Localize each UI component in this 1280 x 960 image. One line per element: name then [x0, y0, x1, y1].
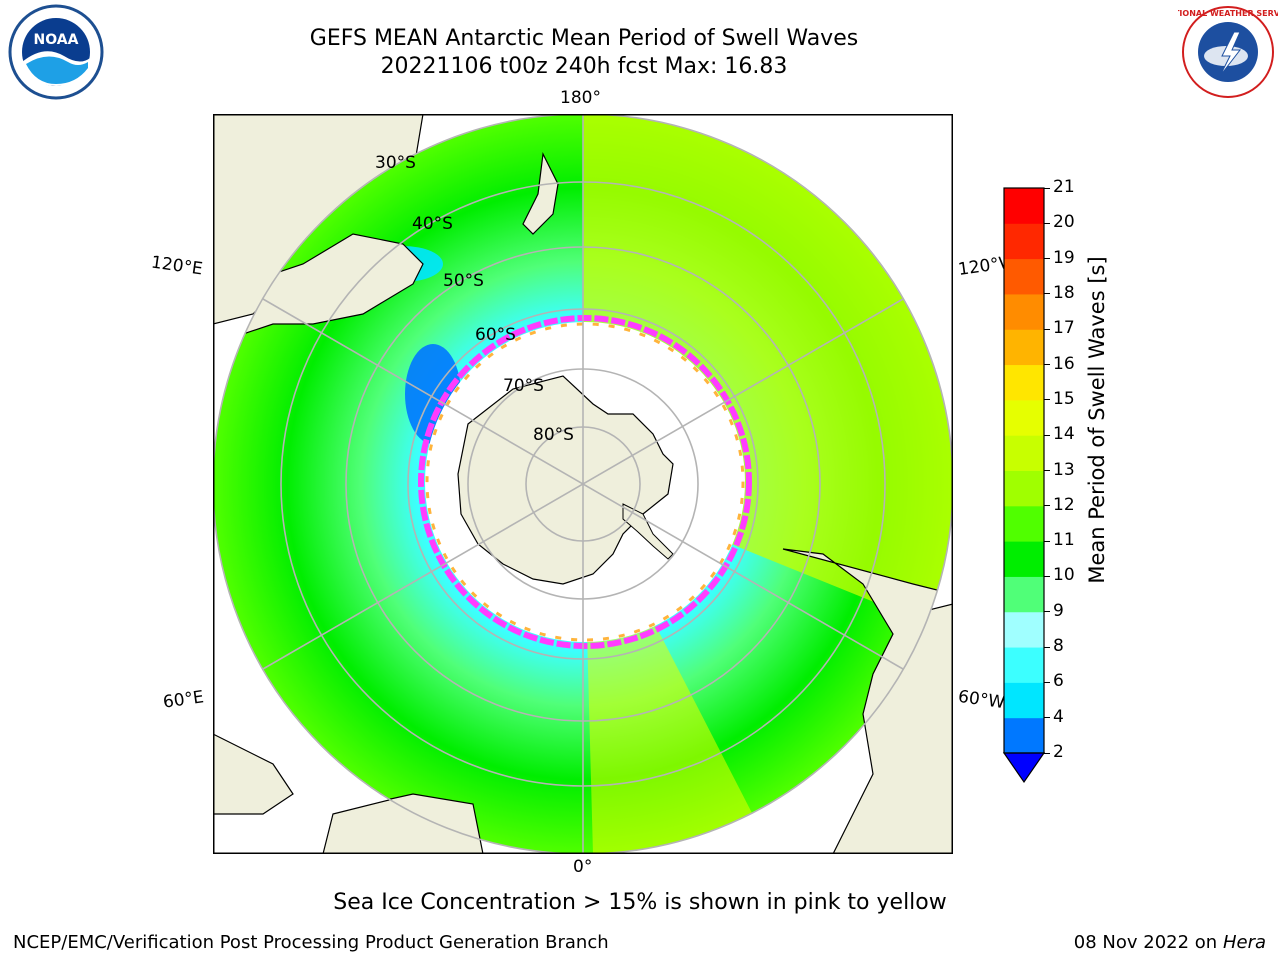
- colorbar-tick-mark: [1044, 505, 1050, 507]
- colorbar-tick-mark: [1044, 681, 1050, 683]
- colorbar-band: [1004, 611, 1044, 648]
- colorbar-tick-mark: [1044, 611, 1050, 613]
- lon-label-bottom: 0°: [573, 857, 593, 877]
- colorbar-extend-triangle: [1002, 752, 1046, 784]
- noaa-logo-text: NOAA: [34, 32, 79, 48]
- colorbar-band: [1004, 223, 1044, 260]
- colorbar-tick-label: 9: [1053, 600, 1064, 621]
- colorbar-band: [1004, 541, 1044, 577]
- colorbar-tick-label: 16: [1053, 353, 1075, 374]
- colorbar-tick-label: 11: [1053, 530, 1075, 551]
- footer-date-text: 08 Nov 2022 on: [1073, 932, 1218, 953]
- colorbar-tick-mark: [1044, 293, 1050, 295]
- colorbar-band: [1004, 647, 1044, 683]
- nws-logo-text: NATIONAL WEATHER SERVICE: [1178, 9, 1278, 18]
- colorbar-band: [1004, 258, 1044, 295]
- colorbar-tick-label: 10: [1053, 565, 1075, 586]
- footer-credit: NCEP/EMC/Verification Post Processing Pr…: [13, 932, 609, 953]
- lat-label-30s: 30°S: [375, 153, 416, 173]
- colorbar-tick-mark: [1044, 575, 1050, 577]
- colorbar-band: [1004, 505, 1044, 542]
- colorbar-tick-label: 2: [1053, 742, 1064, 762]
- antarctic-peninsula: [622, 503, 674, 560]
- colorbar-tick-mark: [1044, 328, 1050, 330]
- colorbar-tick-mark: [1044, 470, 1050, 471]
- graticule: [213, 114, 953, 854]
- colorbar: [1002, 187, 1046, 784]
- chart-title: GEFS MEAN Antarctic Mean Period of Swell…: [309, 26, 859, 51]
- polar-map: 30°S 40°S 50°S 60°S 70°S 80°S: [213, 114, 953, 854]
- lon-label-upper-left: 120°E: [149, 252, 204, 280]
- lon-label-top: 180°: [560, 88, 601, 108]
- colorbar-tick-label: 21: [1053, 177, 1075, 197]
- colorbar-tick-mark: [1044, 222, 1050, 224]
- colorbar-tick-label: 19: [1053, 247, 1075, 268]
- footer-date: 08 Nov 2022 on Hera: [1074, 932, 1266, 953]
- lat-label-70s: 70°S: [503, 376, 544, 396]
- colorbar-tick-mark: [1044, 717, 1050, 719]
- australia-land: [213, 233, 424, 345]
- colorbar-tick-label: 13: [1053, 459, 1075, 480]
- colorbar-band: [1004, 682, 1044, 719]
- colorbar-tick-mark: [1044, 540, 1050, 542]
- colorbar-title: Mean Period of Swell Waves [s]: [1085, 256, 1109, 584]
- colorbar-band: [1004, 717, 1044, 754]
- lat-label-50s: 50°S: [443, 271, 484, 291]
- colorbar-tick-label: 8: [1053, 636, 1064, 657]
- map-border: [213, 114, 953, 854]
- colorbar-tick-mark: [1044, 399, 1050, 401]
- colorbar-tick-label: 20: [1053, 212, 1075, 233]
- colorbar-tick-mark: [1044, 434, 1050, 436]
- colorbar-tick-mark: [1044, 646, 1050, 648]
- colorbar-band: [1004, 470, 1044, 507]
- colorbar-band: [1004, 364, 1044, 401]
- colorbar-tick-label: 17: [1053, 318, 1075, 339]
- colorbar-tick-label: 14: [1053, 424, 1075, 445]
- colorbar-band: [1004, 188, 1044, 224]
- colorbar-tick-label: 4: [1053, 706, 1064, 727]
- colorbar-band: [1004, 435, 1044, 471]
- lat-label-80s: 80°S: [533, 425, 574, 445]
- sea-ice-note: Sea Ice Concentration > 15% is shown in …: [333, 890, 947, 915]
- colorbar-tick-mark: [1044, 258, 1050, 260]
- colorbar-tick-label: 6: [1053, 671, 1064, 692]
- colorbar-tick-mark: [1044, 752, 1050, 754]
- colorbar-band: [1004, 399, 1044, 436]
- nws-logo: NATIONAL WEATHER SERVICE: [1178, 6, 1278, 98]
- colorbar-band: [1004, 293, 1044, 330]
- new-zealand-land: [522, 151, 559, 235]
- colorbar-tick-label: 12: [1053, 494, 1075, 515]
- noaa-logo: NOAA: [8, 4, 104, 100]
- sea-ice-edge-pink: [418, 315, 752, 649]
- colorbar-tick-mark: [1044, 364, 1050, 366]
- sea-ice-edge-orange: [425, 322, 745, 642]
- lat-label-40s: 40°S: [412, 214, 453, 234]
- colorbar-tick-label: 18: [1053, 282, 1075, 303]
- lat-label-60s: 60°S: [475, 325, 516, 345]
- lon-label-lower-left: 60°E: [161, 687, 206, 713]
- colorbar-band: [1004, 329, 1044, 366]
- colorbar-tick-mark: [1044, 187, 1050, 189]
- colorbar-tick-label: 15: [1053, 388, 1075, 409]
- colorbar-bands: [1004, 188, 1044, 754]
- colorbar-band: [1004, 576, 1044, 613]
- chart-subtitle: 20221106 t00z 240h fcst Max: 16.83: [380, 54, 788, 79]
- footer-host: Hera: [1222, 932, 1266, 953]
